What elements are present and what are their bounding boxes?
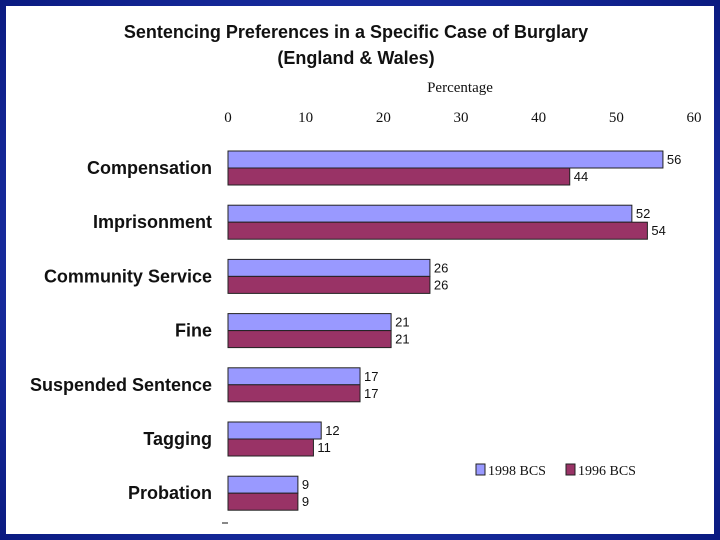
bar bbox=[227, 330, 392, 349]
chart-title: Sentencing Preferences in a Specific Cas… bbox=[124, 22, 588, 42]
bar-group: Compensation 56 44 bbox=[87, 150, 681, 186]
bar bbox=[227, 221, 648, 240]
bar bbox=[227, 384, 361, 403]
bar bbox=[227, 275, 431, 294]
data-label: 17 bbox=[364, 386, 378, 401]
data-label: 21 bbox=[395, 332, 409, 347]
chart-subtitle: (England & Wales) bbox=[277, 48, 434, 68]
bar bbox=[227, 204, 633, 223]
bar-group: Suspended Sentence 17 17 bbox=[30, 367, 379, 403]
data-label: 12 bbox=[325, 423, 339, 438]
x-tick-label: 20 bbox=[376, 110, 391, 126]
legend-swatch bbox=[475, 463, 486, 476]
data-label: 9 bbox=[302, 494, 309, 509]
bar-group: Probation 9 9 bbox=[128, 475, 309, 511]
legend-label: 1996 BCS bbox=[578, 464, 636, 479]
legend-label: 1998 BCS bbox=[488, 464, 546, 479]
category-label: Community Service bbox=[44, 266, 212, 286]
data-label: 26 bbox=[434, 260, 448, 275]
x-tick-label: 0 bbox=[224, 110, 232, 126]
category-label: Imprisonment bbox=[93, 212, 212, 232]
bar bbox=[227, 475, 299, 494]
category-label: Fine bbox=[175, 321, 212, 341]
x-tick-label: 10 bbox=[298, 110, 313, 126]
bar bbox=[227, 150, 664, 169]
x-axis-title: Percentage bbox=[427, 80, 493, 96]
bar bbox=[227, 438, 314, 457]
category-label: Probation bbox=[128, 483, 212, 503]
category-label: Suspended Sentence bbox=[30, 375, 212, 395]
legend-swatch bbox=[565, 463, 576, 476]
bar bbox=[227, 313, 392, 332]
data-label: 21 bbox=[395, 315, 409, 330]
x-tick-label: 40 bbox=[531, 110, 546, 126]
bar bbox=[227, 367, 361, 386]
x-tick-label: 50 bbox=[609, 110, 624, 126]
bar-group: Community Service 26 26 bbox=[44, 258, 448, 294]
category-label: Tagging bbox=[143, 429, 212, 449]
data-label: 56 bbox=[667, 152, 681, 167]
bar bbox=[227, 258, 431, 277]
data-label: 44 bbox=[574, 169, 588, 184]
bar bbox=[227, 167, 571, 186]
bar-group: Tagging 12 11 bbox=[143, 421, 340, 457]
bar-group: Fine 21 21 bbox=[175, 313, 410, 349]
x-axis-ticks: 0 10 20 30 40 50 60 bbox=[224, 110, 701, 126]
data-label: 9 bbox=[302, 477, 309, 492]
bar bbox=[227, 492, 299, 511]
x-tick-label: 30 bbox=[454, 110, 469, 126]
data-label: 11 bbox=[317, 440, 331, 455]
legend: 1998 BCS 1996 BCS bbox=[475, 463, 636, 479]
data-label: 52 bbox=[636, 206, 650, 221]
category-label: Compensation bbox=[87, 158, 212, 178]
data-label: 54 bbox=[651, 223, 665, 238]
x-tick-label: 60 bbox=[687, 110, 702, 126]
data-label: 17 bbox=[364, 369, 378, 384]
data-label: 26 bbox=[434, 277, 448, 292]
bar bbox=[227, 421, 322, 440]
